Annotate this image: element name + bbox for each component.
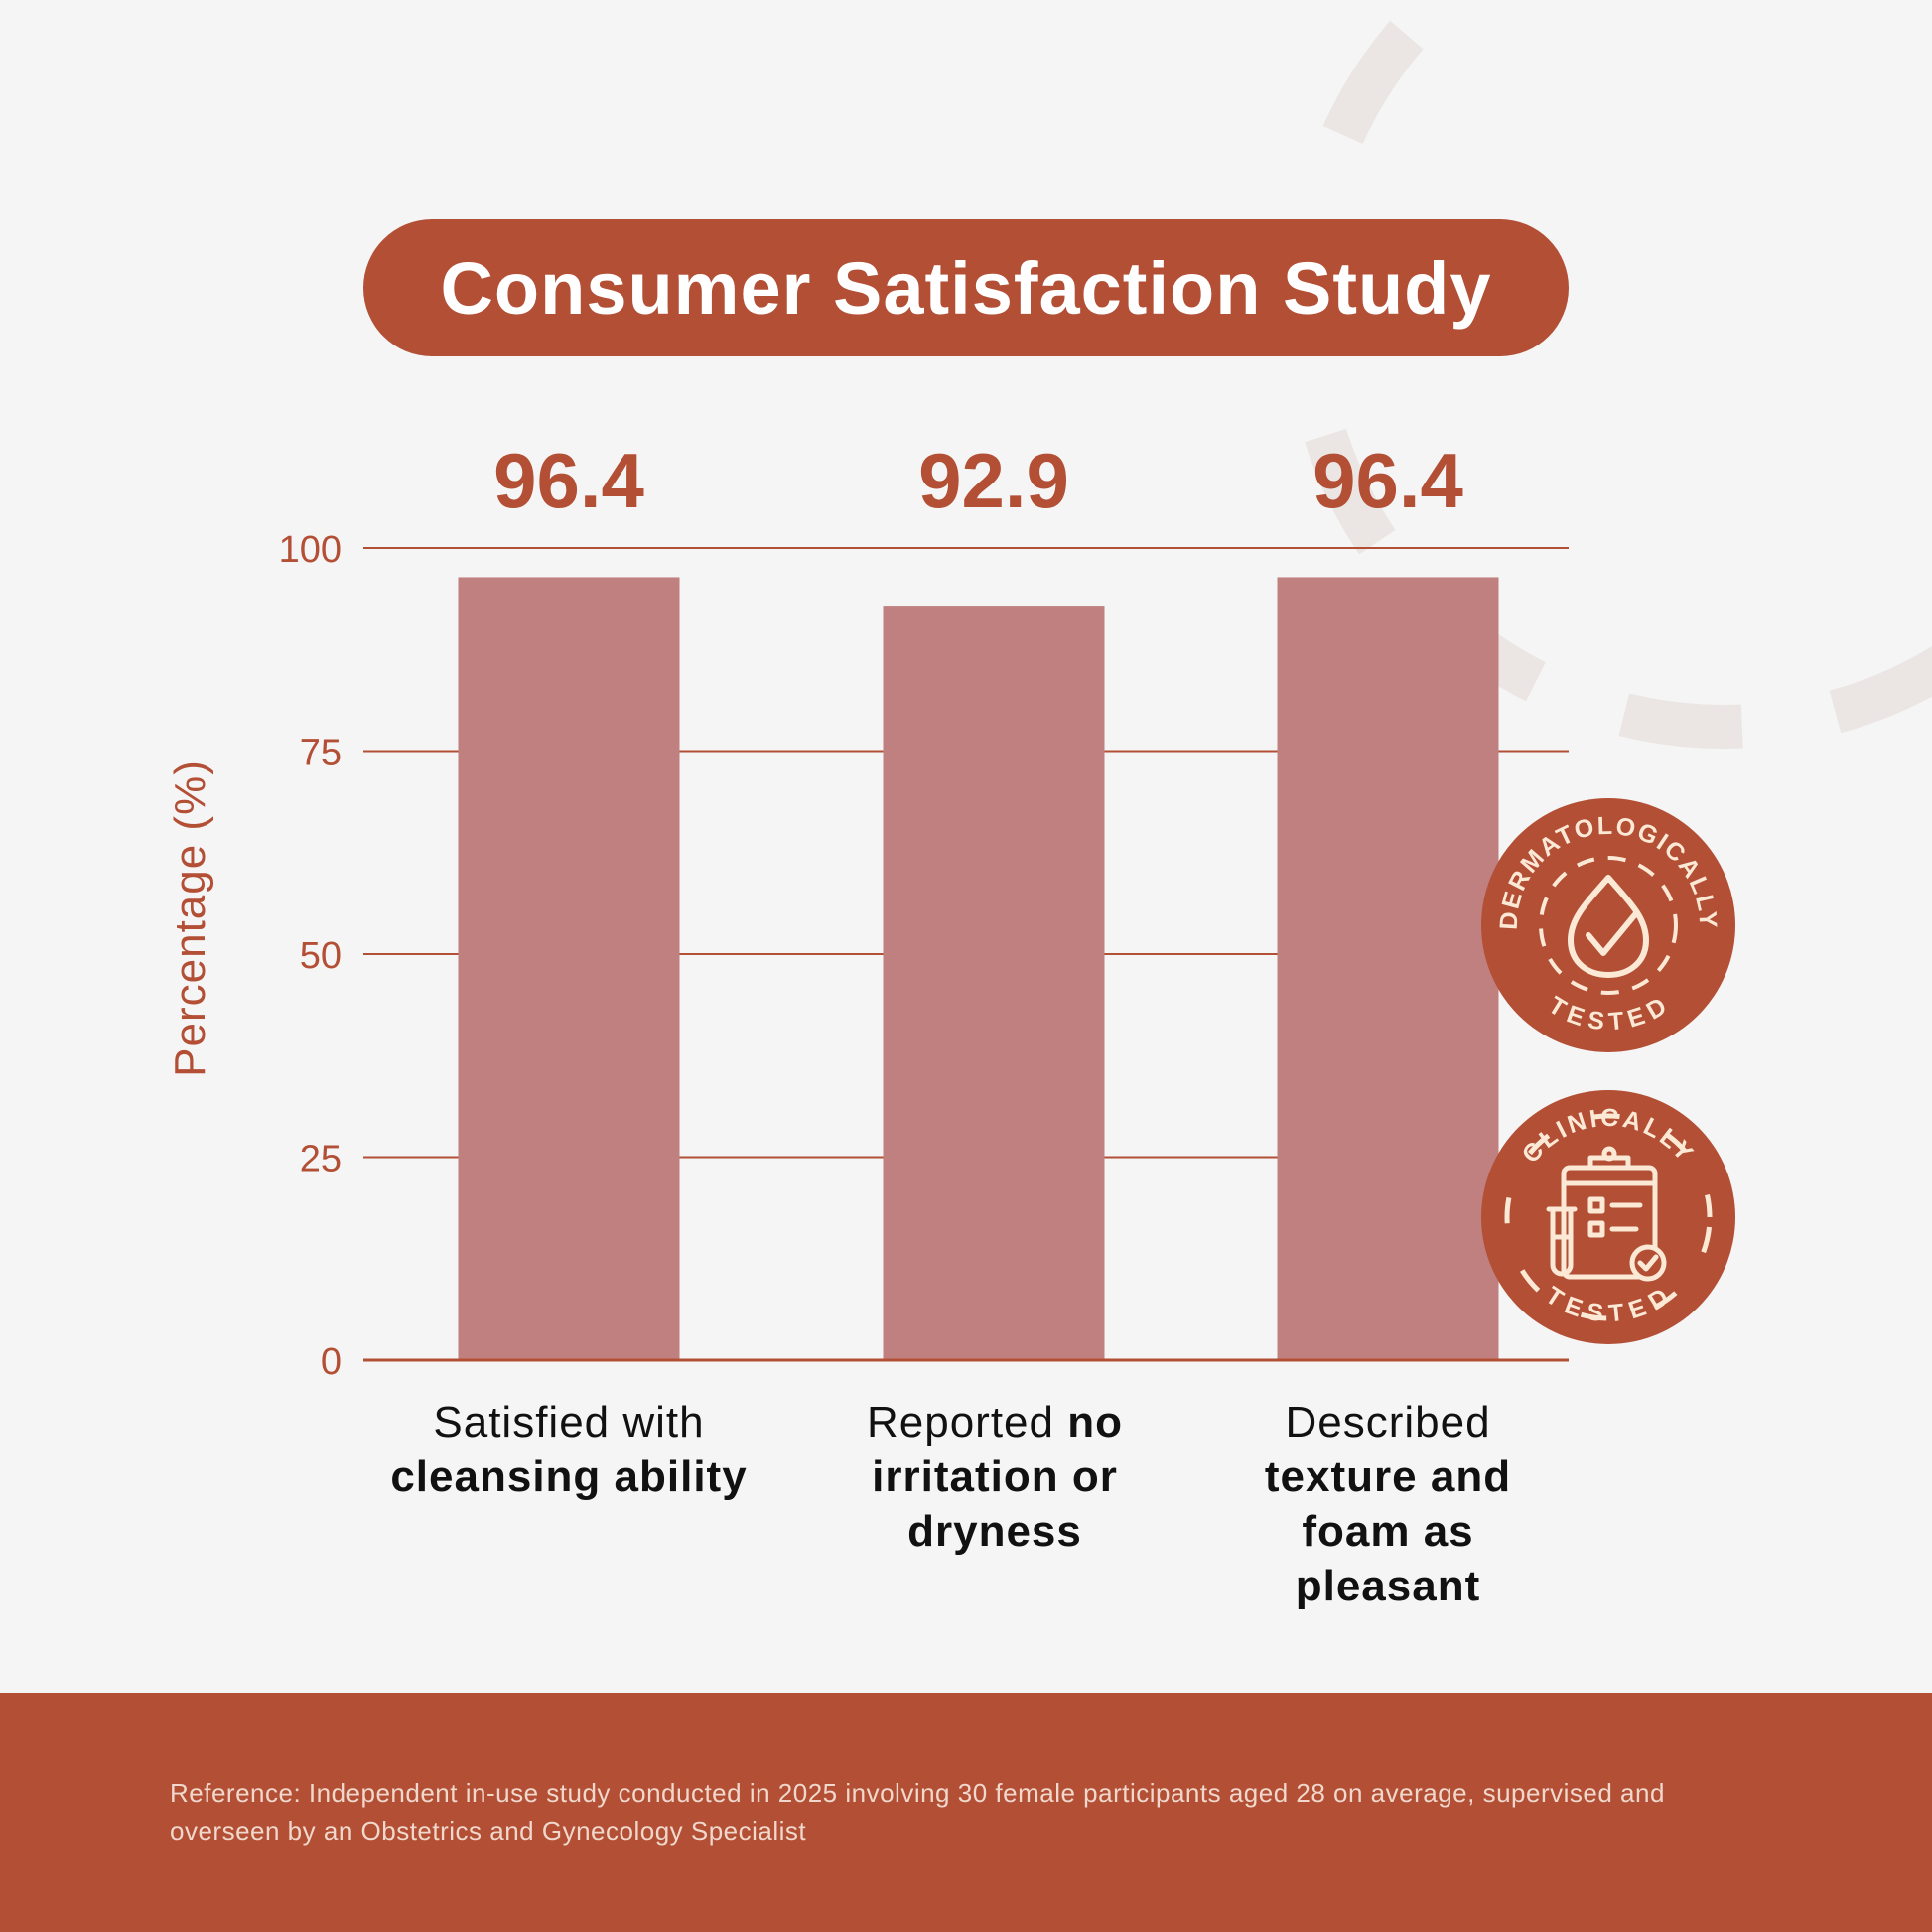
chart-title: Consumer Satisfaction Study <box>440 246 1492 330</box>
category-label-plain: Satisfied with <box>433 1398 705 1447</box>
bar <box>883 606 1105 1359</box>
category-label-bold: irritation or dryness <box>872 1452 1118 1556</box>
bar <box>458 577 680 1359</box>
drop-check-icon <box>1568 875 1649 978</box>
category-label-2: Reported no irritation or dryness <box>816 1395 1173 1559</box>
title-banner: Consumer Satisfaction Study <box>363 219 1569 356</box>
y-tick-label: 50 <box>300 935 342 977</box>
value-label: 96.4 <box>493 437 644 524</box>
category-label-bold: cleansing ability <box>390 1452 748 1501</box>
category-label-3: Described texture and foam as pleasant <box>1209 1395 1567 1613</box>
category-label-plain: Described <box>1285 1398 1491 1447</box>
y-tick-label: 75 <box>300 733 342 774</box>
category-label-1: Satisfied with cleansing ability <box>390 1395 748 1504</box>
y-tick-label: 25 <box>300 1139 342 1180</box>
category-label-bold: no <box>1067 1398 1123 1447</box>
category-label-bold: texture and foam as pleasant <box>1264 1452 1512 1610</box>
category-label-plain: Reported <box>866 1398 1054 1447</box>
value-label: 92.9 <box>918 437 1069 524</box>
footer: Reference: Independent in-use study cond… <box>0 1693 1932 1932</box>
y-axis-label: Percentage (%) <box>166 759 214 1077</box>
bar <box>1277 577 1499 1359</box>
clipboard-test-tube-icon <box>1546 1146 1667 1282</box>
y-tick-label: 0 <box>321 1341 342 1383</box>
dermatologically-tested-badge: DERMATOLOGICALLY TESTED <box>1481 798 1735 1052</box>
clinically-tested-badge: CLINICALLY TESTED <box>1481 1090 1735 1344</box>
reference-note: Reference: Independent in-use study cond… <box>170 1778 1665 1846</box>
value-label: 96.4 <box>1312 437 1463 524</box>
y-tick-label: 100 <box>279 529 342 571</box>
